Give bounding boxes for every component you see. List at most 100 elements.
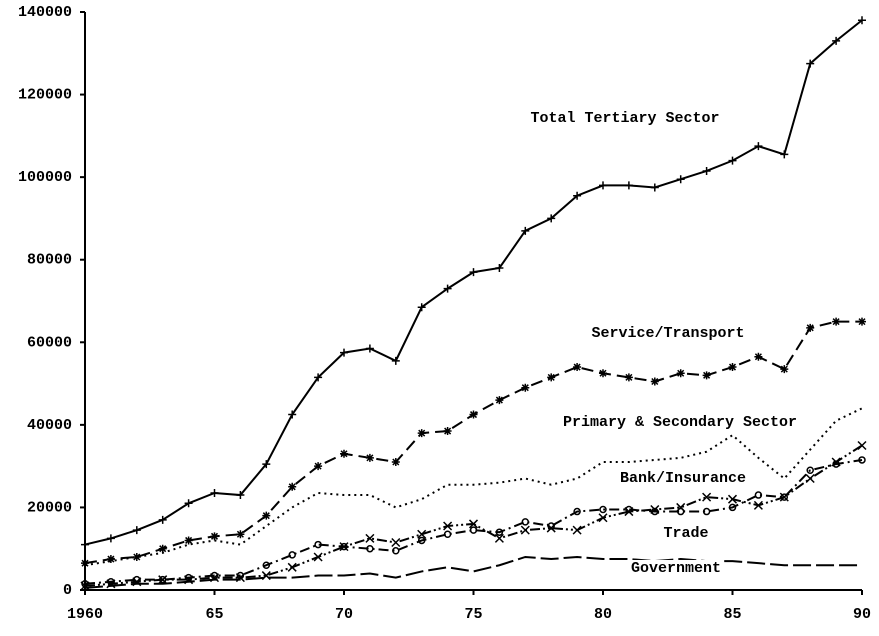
marker	[495, 396, 504, 405]
marker	[313, 552, 323, 562]
x-tick-label: 70	[335, 606, 353, 623]
marker	[392, 547, 400, 555]
y-tick-label: 80000	[27, 252, 72, 269]
marker	[391, 458, 400, 467]
label-background	[560, 413, 800, 431]
series-line	[84, 458, 863, 585]
marker	[236, 491, 245, 500]
marker	[287, 562, 297, 572]
marker	[106, 534, 115, 543]
marker	[857, 440, 867, 451]
marker	[754, 491, 763, 499]
marker	[599, 181, 607, 190]
series-label: Total Tertiary Sector	[530, 110, 719, 127]
series-line	[84, 555, 862, 589]
marker	[806, 323, 815, 332]
x-tick-label: 1960	[67, 606, 103, 623]
marker	[832, 317, 841, 326]
marker	[650, 183, 659, 192]
y-tick-label: 120000	[18, 87, 72, 104]
marker	[495, 528, 504, 536]
marker	[780, 150, 789, 159]
marker	[81, 559, 89, 568]
marker	[365, 453, 374, 462]
marker	[106, 555, 115, 564]
marker	[832, 36, 841, 45]
marker	[676, 175, 685, 184]
marker	[417, 429, 426, 438]
marker	[702, 166, 711, 175]
x-tick-label: 85	[723, 606, 741, 623]
marker	[262, 460, 271, 469]
label-background	[628, 559, 724, 577]
marker	[624, 373, 633, 382]
marker	[546, 523, 556, 533]
marker	[391, 537, 401, 548]
label-background	[589, 324, 747, 342]
marker	[443, 521, 453, 531]
label-background	[661, 524, 711, 542]
marker	[262, 511, 271, 520]
marker	[573, 191, 582, 200]
marker	[779, 492, 789, 502]
marker	[547, 373, 556, 382]
marker	[288, 482, 297, 491]
series-line	[84, 444, 863, 587]
series-label: Bank/Insurance	[620, 470, 746, 487]
marker	[676, 369, 685, 378]
series-line	[84, 19, 863, 546]
marker	[573, 507, 581, 516]
marker	[184, 536, 193, 545]
x-tick-label: 65	[205, 606, 223, 623]
marker	[753, 500, 763, 510]
series-line	[84, 407, 863, 567]
marker	[547, 214, 556, 223]
marker	[288, 410, 297, 419]
marker	[132, 552, 141, 561]
marker	[728, 503, 737, 512]
marker	[391, 356, 400, 365]
marker	[443, 427, 452, 436]
x-tick-label: 90	[853, 606, 871, 623]
marker	[521, 226, 530, 235]
marker	[210, 532, 219, 541]
marker	[728, 363, 737, 372]
marker	[754, 352, 763, 361]
marker	[598, 513, 608, 523]
marker	[702, 371, 711, 380]
marker	[599, 369, 607, 378]
series-label: Service/Transport	[591, 325, 744, 342]
marker	[288, 551, 296, 559]
marker	[520, 525, 530, 535]
marker	[858, 456, 866, 464]
label-background	[617, 469, 749, 487]
marker	[314, 540, 322, 549]
label-background	[528, 109, 722, 127]
marker	[184, 499, 193, 508]
marker	[495, 263, 504, 272]
marker	[624, 507, 634, 517]
y-tick-label: 100000	[18, 169, 72, 186]
marker	[573, 363, 582, 372]
marker	[158, 575, 168, 585]
marker	[417, 536, 426, 545]
y-tick-label: 20000	[27, 499, 72, 516]
marker	[417, 303, 426, 312]
marker	[417, 529, 427, 539]
marker	[469, 268, 478, 277]
marker	[728, 156, 737, 165]
marker	[262, 561, 271, 569]
series-label: Trade	[663, 525, 708, 542]
marker	[469, 410, 478, 419]
y-tick-label: 40000	[27, 417, 72, 434]
marker	[314, 373, 323, 382]
marker	[236, 530, 245, 539]
marker	[365, 344, 374, 353]
marker	[365, 533, 375, 543]
marker	[624, 181, 633, 190]
marker	[366, 544, 374, 553]
marker	[599, 505, 607, 514]
marker	[676, 507, 685, 516]
marker	[340, 449, 348, 458]
